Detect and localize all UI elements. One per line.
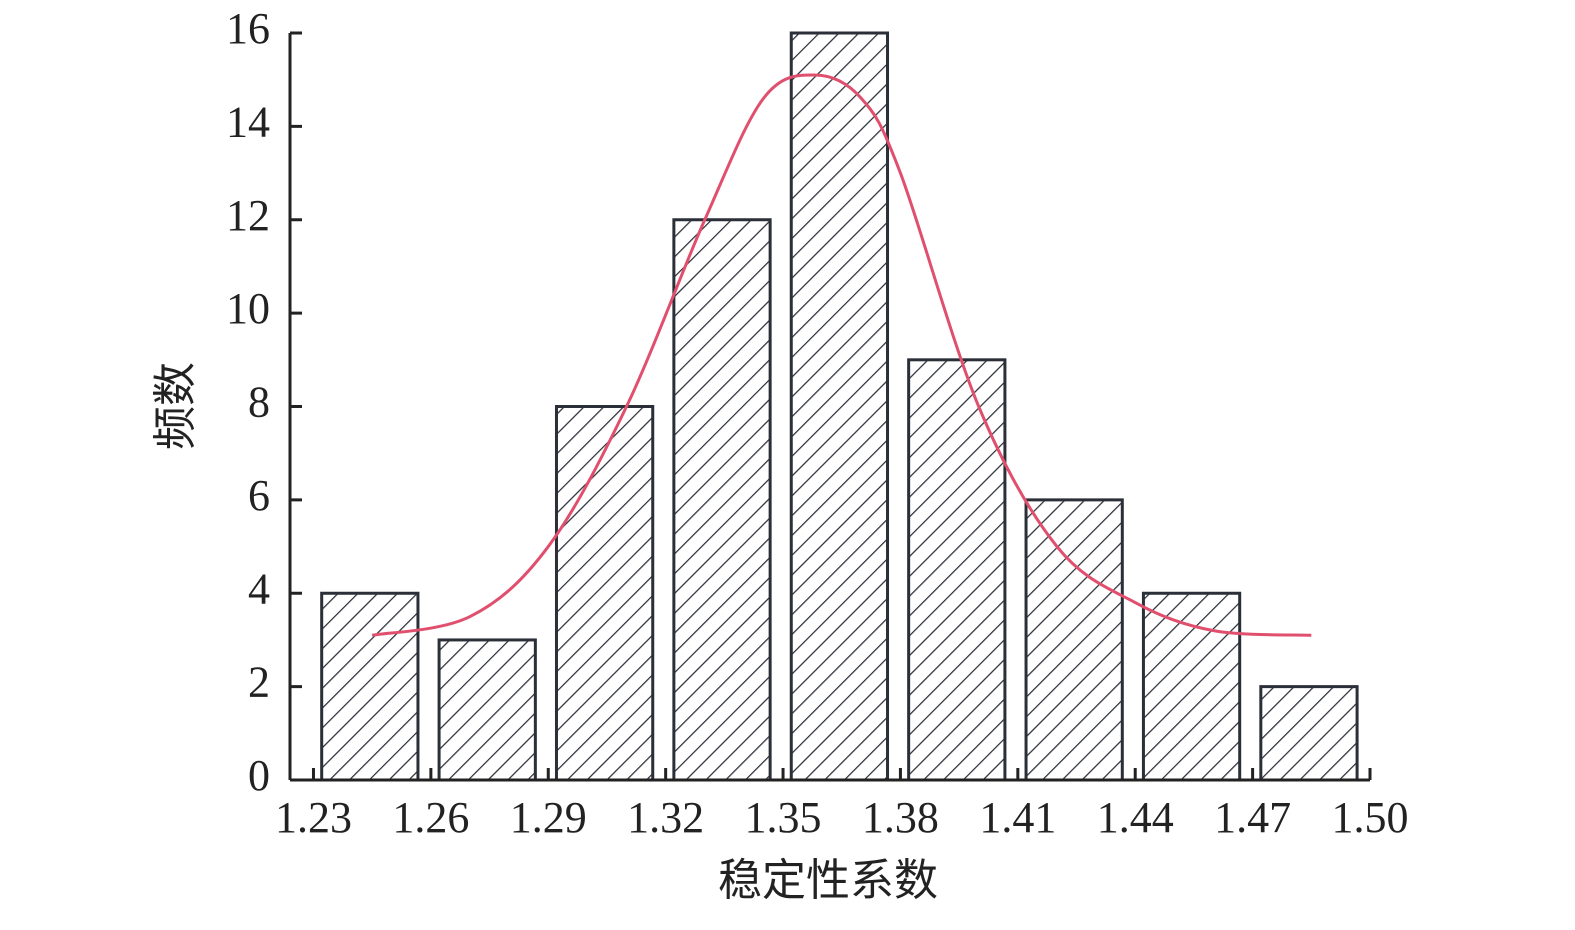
x-tick-label: 1.35	[745, 793, 822, 842]
x-tick-label: 1.23	[275, 793, 352, 842]
fit-curve	[371, 73, 1312, 637]
x-tick-label: 1.29	[510, 793, 587, 842]
y-tick-label: 4	[248, 564, 270, 613]
bar	[1259, 685, 1359, 782]
x-tick-label: 1.44	[1097, 793, 1174, 842]
bar	[437, 638, 537, 782]
x-axis-label: 稳定性系数	[718, 856, 938, 905]
bar	[320, 591, 420, 782]
x-tick-label: 1.50	[1332, 793, 1409, 842]
y-tick-label: 12	[226, 191, 270, 240]
bar	[1141, 591, 1242, 782]
y-tick-label: 2	[248, 658, 270, 707]
x-tick-label: 1.26	[392, 793, 469, 842]
y-tick-label: 16	[226, 4, 270, 53]
y-tick-label: 8	[248, 378, 270, 427]
y-axis-label: 频数	[151, 362, 200, 450]
x-tick-label: 1.32	[627, 793, 704, 842]
y-tick-label: 6	[248, 471, 270, 520]
y-tick-label: 14	[226, 97, 270, 146]
x-tick-label: 1.41	[979, 793, 1056, 842]
x-tick-label: 1.38	[862, 793, 939, 842]
bar	[789, 31, 890, 782]
bar	[1024, 498, 1124, 782]
x-tick-label: 1.47	[1214, 793, 1291, 842]
y-tick-label: 10	[226, 284, 270, 333]
bar	[554, 405, 655, 782]
bar	[672, 218, 772, 782]
y-tick-label: 0	[248, 751, 270, 800]
bar	[907, 358, 1007, 782]
